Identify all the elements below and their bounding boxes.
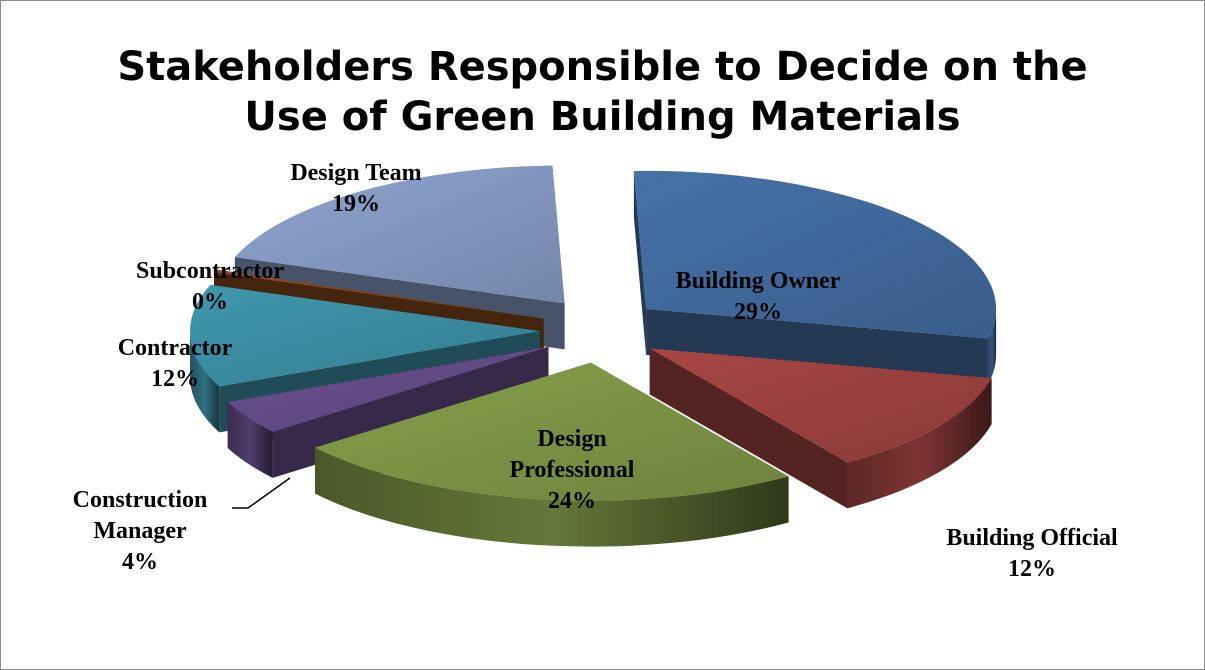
data-label-building-owner: Building Owner 29% xyxy=(676,268,841,325)
data-label-design-team: Design Team 19% xyxy=(290,160,421,217)
data-label-value: 12% xyxy=(151,366,199,392)
data-label-category: Subcontractor xyxy=(136,258,284,284)
pie-leader-lines xyxy=(232,477,291,509)
slice-rim xyxy=(190,331,220,433)
slice-building-official xyxy=(649,348,992,509)
slice-building-owner xyxy=(633,170,997,385)
data-label-category: Design Team xyxy=(290,160,421,186)
slice-rim xyxy=(847,378,992,509)
pie-slices xyxy=(190,165,997,547)
data-label-category: Construction xyxy=(73,487,208,513)
slice-top xyxy=(633,170,997,339)
slice-top xyxy=(213,269,544,319)
data-label-value: 19% xyxy=(332,191,380,217)
slice-wall xyxy=(649,348,848,509)
chart-title: Stakeholders Responsible to Decide on th… xyxy=(0,42,1205,142)
data-label-building-official: Building Official 12% xyxy=(946,525,1118,582)
data-label-category: Manager xyxy=(93,518,187,544)
data-label-category: Building Official xyxy=(946,525,1118,551)
data-label-value: 12% xyxy=(1008,556,1056,582)
data-label-category: Design xyxy=(537,426,606,452)
data-label-value: 29% xyxy=(734,299,782,325)
data-label-value: 4% xyxy=(122,549,158,575)
data-label-design-professional: Design Professional 24% xyxy=(510,426,635,514)
chart-title-line-2: Use of Green Building Materials xyxy=(244,94,961,140)
slice-rim xyxy=(227,402,273,478)
slice-rim xyxy=(315,447,789,547)
slice-top xyxy=(190,284,541,387)
data-label-category: Contractor xyxy=(118,335,233,361)
data-label-category: Professional xyxy=(510,457,635,483)
chart-title-line-1: Stakeholders Responsible to Decide on th… xyxy=(117,44,1088,90)
slice-top xyxy=(315,362,789,501)
data-label-subcontractor: Subcontractor 0% xyxy=(136,258,284,315)
data-label-value: 24% xyxy=(548,488,596,514)
slice-wall xyxy=(633,170,647,355)
slice-top xyxy=(227,346,549,432)
slice-rim xyxy=(987,308,997,385)
slice-design-professional xyxy=(315,362,789,547)
pie-data-labels: Building Owner 29% Building Official 12% Des… xyxy=(73,160,1118,582)
data-label-construction-manager: Construction Manager 4% xyxy=(73,487,208,575)
slice-top xyxy=(234,165,565,304)
data-label-contractor: Contractor 12% xyxy=(118,335,233,392)
slice-wall xyxy=(646,308,988,385)
slice-wall xyxy=(227,346,549,449)
leader-line-construction-manager xyxy=(232,477,291,509)
slice-top xyxy=(649,348,992,463)
data-label-value: 0% xyxy=(192,289,228,315)
data-label-category: Building Owner xyxy=(676,268,841,294)
